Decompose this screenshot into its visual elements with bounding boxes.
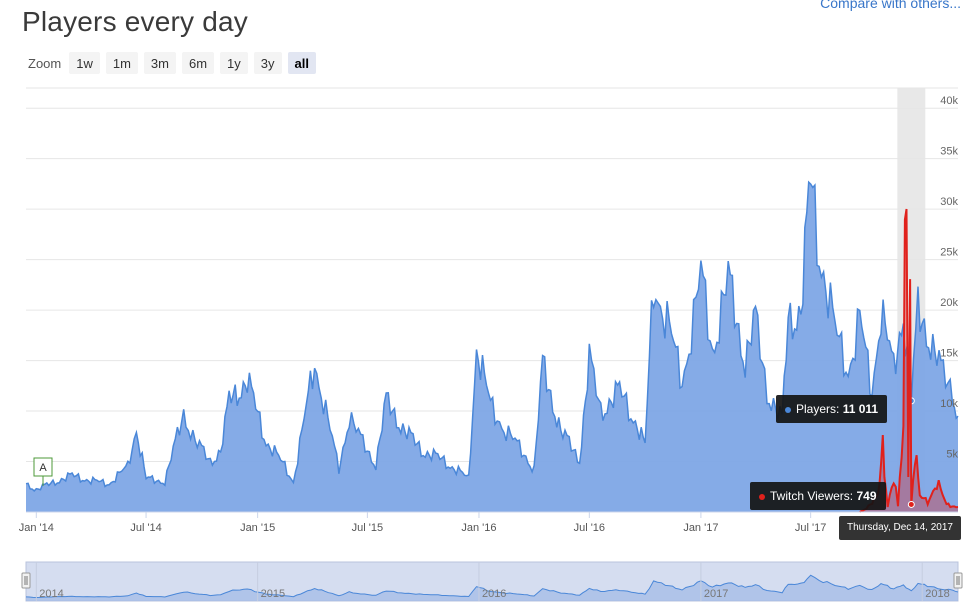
players-series [25,180,959,512]
flag-label: A [39,462,47,474]
twitch-hover-point [907,500,915,508]
x-tick-label: Jan '15 [240,522,275,534]
date-tooltip: Thursday, Dec 14, 2017 [839,516,961,540]
zoom-label: Zoom [28,55,62,71]
zoom-3m-button[interactable]: 3m [143,52,176,74]
x-tick-label: Jul '17 [795,522,826,534]
zoom-6m-button[interactable]: 6m [181,52,215,74]
y-tick-label: 15k [940,348,958,360]
y-tick-label: 5k [946,449,958,461]
navigator-label: 2014 [39,588,63,600]
players-dot-icon [785,406,791,413]
zoom-1y-button[interactable]: 1y [220,52,248,74]
players-line [25,180,959,492]
flag-marker[interactable]: A [33,457,53,486]
navigator[interactable]: 2014 2015 2016 2017 2018 [21,561,963,602]
x-tick-label: Jan '14 [19,522,54,534]
navigator-left-handle[interactable] [21,572,31,589]
y-tick-label: 35k [940,146,958,158]
zoom-1w-button[interactable]: 1w [69,52,100,74]
navigator-line [25,574,959,599]
x-tick-label: Jul '15 [352,522,383,534]
navigator-label: 2018 [925,588,949,600]
y-tick-label: 30k [940,196,958,208]
twitch-tooltip-label: Twitch Viewers: [770,489,854,503]
x-tick-label: Jul '14 [130,522,161,534]
zoom-all-button[interactable]: all [287,52,316,74]
players-area [26,182,958,512]
twitch-tooltip-value: 749 [856,489,877,503]
twitch-tooltip: Twitch Viewers: 749 [750,482,886,510]
x-tick-label: Jan '16 [461,522,496,534]
chart-axes: 5k 10k 15k 20k 25k 30k 35k 40k Jan '14 Jul '14 Jan… [19,95,959,534]
zoom-bar: Zoom 1w 1m 3m 6m 1y 3y all [28,52,316,74]
x-tick-label: Jul '16 [574,522,605,534]
y-tick-label: 25k [940,247,958,259]
twitch-dot-icon [759,493,765,500]
players-tooltip: Players: 11 011 [776,395,888,423]
players-tooltip-label: Players: [796,402,840,416]
navigator-right-handle[interactable] [953,572,963,589]
chart-title: Players every day [22,6,248,37]
compare-link[interactable]: Compare with others... [820,0,961,11]
zoom-3y-button[interactable]: 3y [253,52,282,74]
navigator-label: 2016 [482,588,506,600]
players-tooltip-value: 11 011 [842,402,879,416]
x-tick-label: Jan '17 [683,522,718,534]
zoom-1m-button[interactable]: 1m [105,52,138,74]
navigator-label: 2017 [704,588,728,600]
y-tick-label: 10k [940,398,958,410]
y-tick-label: 20k [940,297,958,309]
navigator-label: 2015 [261,588,285,600]
navigator-area [26,575,958,601]
y-tick-label: 40k [940,95,958,107]
